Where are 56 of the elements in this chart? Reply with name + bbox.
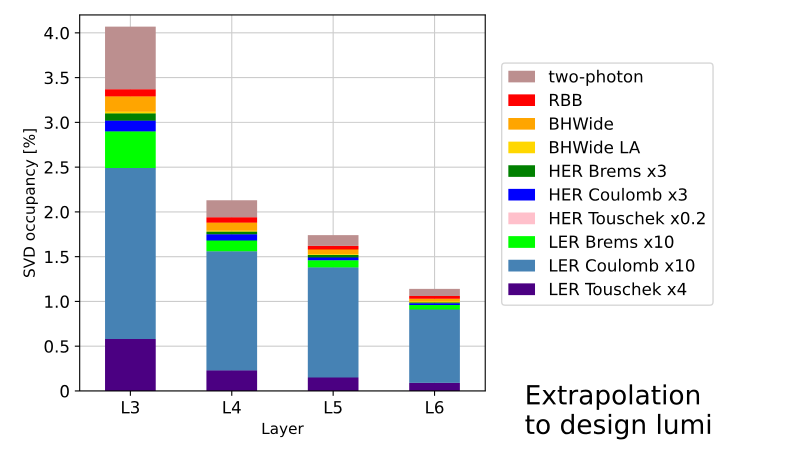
bar <box>105 120 156 132</box>
text: Extrapolation to design lumi <box>525 384 710 440</box>
y-tick-label: 2.0 <box>44 206 69 218</box>
bar <box>206 370 258 391</box>
bar <box>308 258 358 260</box>
legend-label: BHWide LA <box>550 140 640 154</box>
bar <box>105 339 156 391</box>
x-tick-label: L3 <box>122 400 139 414</box>
bar <box>308 378 358 391</box>
x-tick-label: L5 <box>324 401 342 414</box>
bar <box>105 131 156 168</box>
bar <box>409 309 460 383</box>
bar <box>308 267 358 378</box>
bar <box>206 251 258 370</box>
legend-label: two-photon <box>548 70 642 86</box>
bar <box>206 240 258 252</box>
y-axis-title: SVD occupancy [%] <box>23 129 38 277</box>
y-tick-label: 0.5 <box>44 340 69 353</box>
bar <box>409 296 460 299</box>
y-tick-label: 0 <box>60 384 69 398</box>
legend-label: LER Coulomb x10 <box>550 258 694 272</box>
legend-label: LER Touschek x4 <box>550 282 686 296</box>
y-tick-label: 4.0 <box>44 26 69 40</box>
x-tick-label: L6 <box>426 400 444 414</box>
bar <box>206 217 258 223</box>
legend-label: HER Coulomb x3 <box>550 188 687 201</box>
y-tick-label: 2.5 <box>44 161 69 174</box>
legend-label: RBB <box>550 94 582 106</box>
bar <box>206 234 258 241</box>
bar <box>308 249 358 254</box>
y-tick-label: 3.5 <box>44 72 69 84</box>
legend-label: LER Brems x10 <box>550 235 674 248</box>
bar <box>105 26 156 90</box>
legend-label: HER Touschek x0.2 <box>550 212 705 224</box>
bar <box>105 89 156 96</box>
bar <box>105 168 156 340</box>
bar <box>105 96 156 112</box>
legend-label: HER Brems x3 <box>550 164 666 178</box>
bar <box>308 246 358 250</box>
bar <box>409 298 460 302</box>
y-tick-label: 1.5 <box>45 250 69 264</box>
bar <box>206 200 258 218</box>
bar <box>409 305 460 310</box>
bar <box>409 288 460 296</box>
bar <box>206 222 258 231</box>
bar <box>105 113 156 121</box>
bar <box>308 254 358 258</box>
bar <box>308 260 358 268</box>
bar <box>206 232 258 234</box>
bar <box>409 382 460 391</box>
bar <box>308 235 358 246</box>
x-axis-title: Layer <box>262 422 304 438</box>
legend-label: BHWide <box>550 117 613 130</box>
x-tick-label: L4 <box>223 401 241 414</box>
y-tick-label: 3.0 <box>44 116 69 129</box>
y-tick-label: 1.0 <box>45 295 69 308</box>
